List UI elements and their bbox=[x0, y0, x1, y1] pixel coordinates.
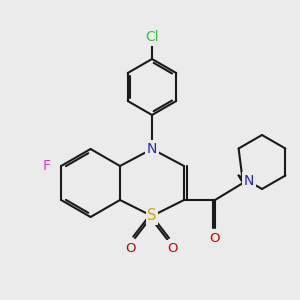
Text: O: O bbox=[126, 242, 136, 254]
Text: S: S bbox=[147, 208, 157, 224]
Text: O: O bbox=[168, 242, 178, 254]
Text: Cl: Cl bbox=[145, 30, 159, 44]
Text: N: N bbox=[244, 174, 254, 188]
Text: N: N bbox=[147, 142, 157, 156]
Text: F: F bbox=[43, 159, 51, 173]
Text: O: O bbox=[210, 232, 220, 244]
